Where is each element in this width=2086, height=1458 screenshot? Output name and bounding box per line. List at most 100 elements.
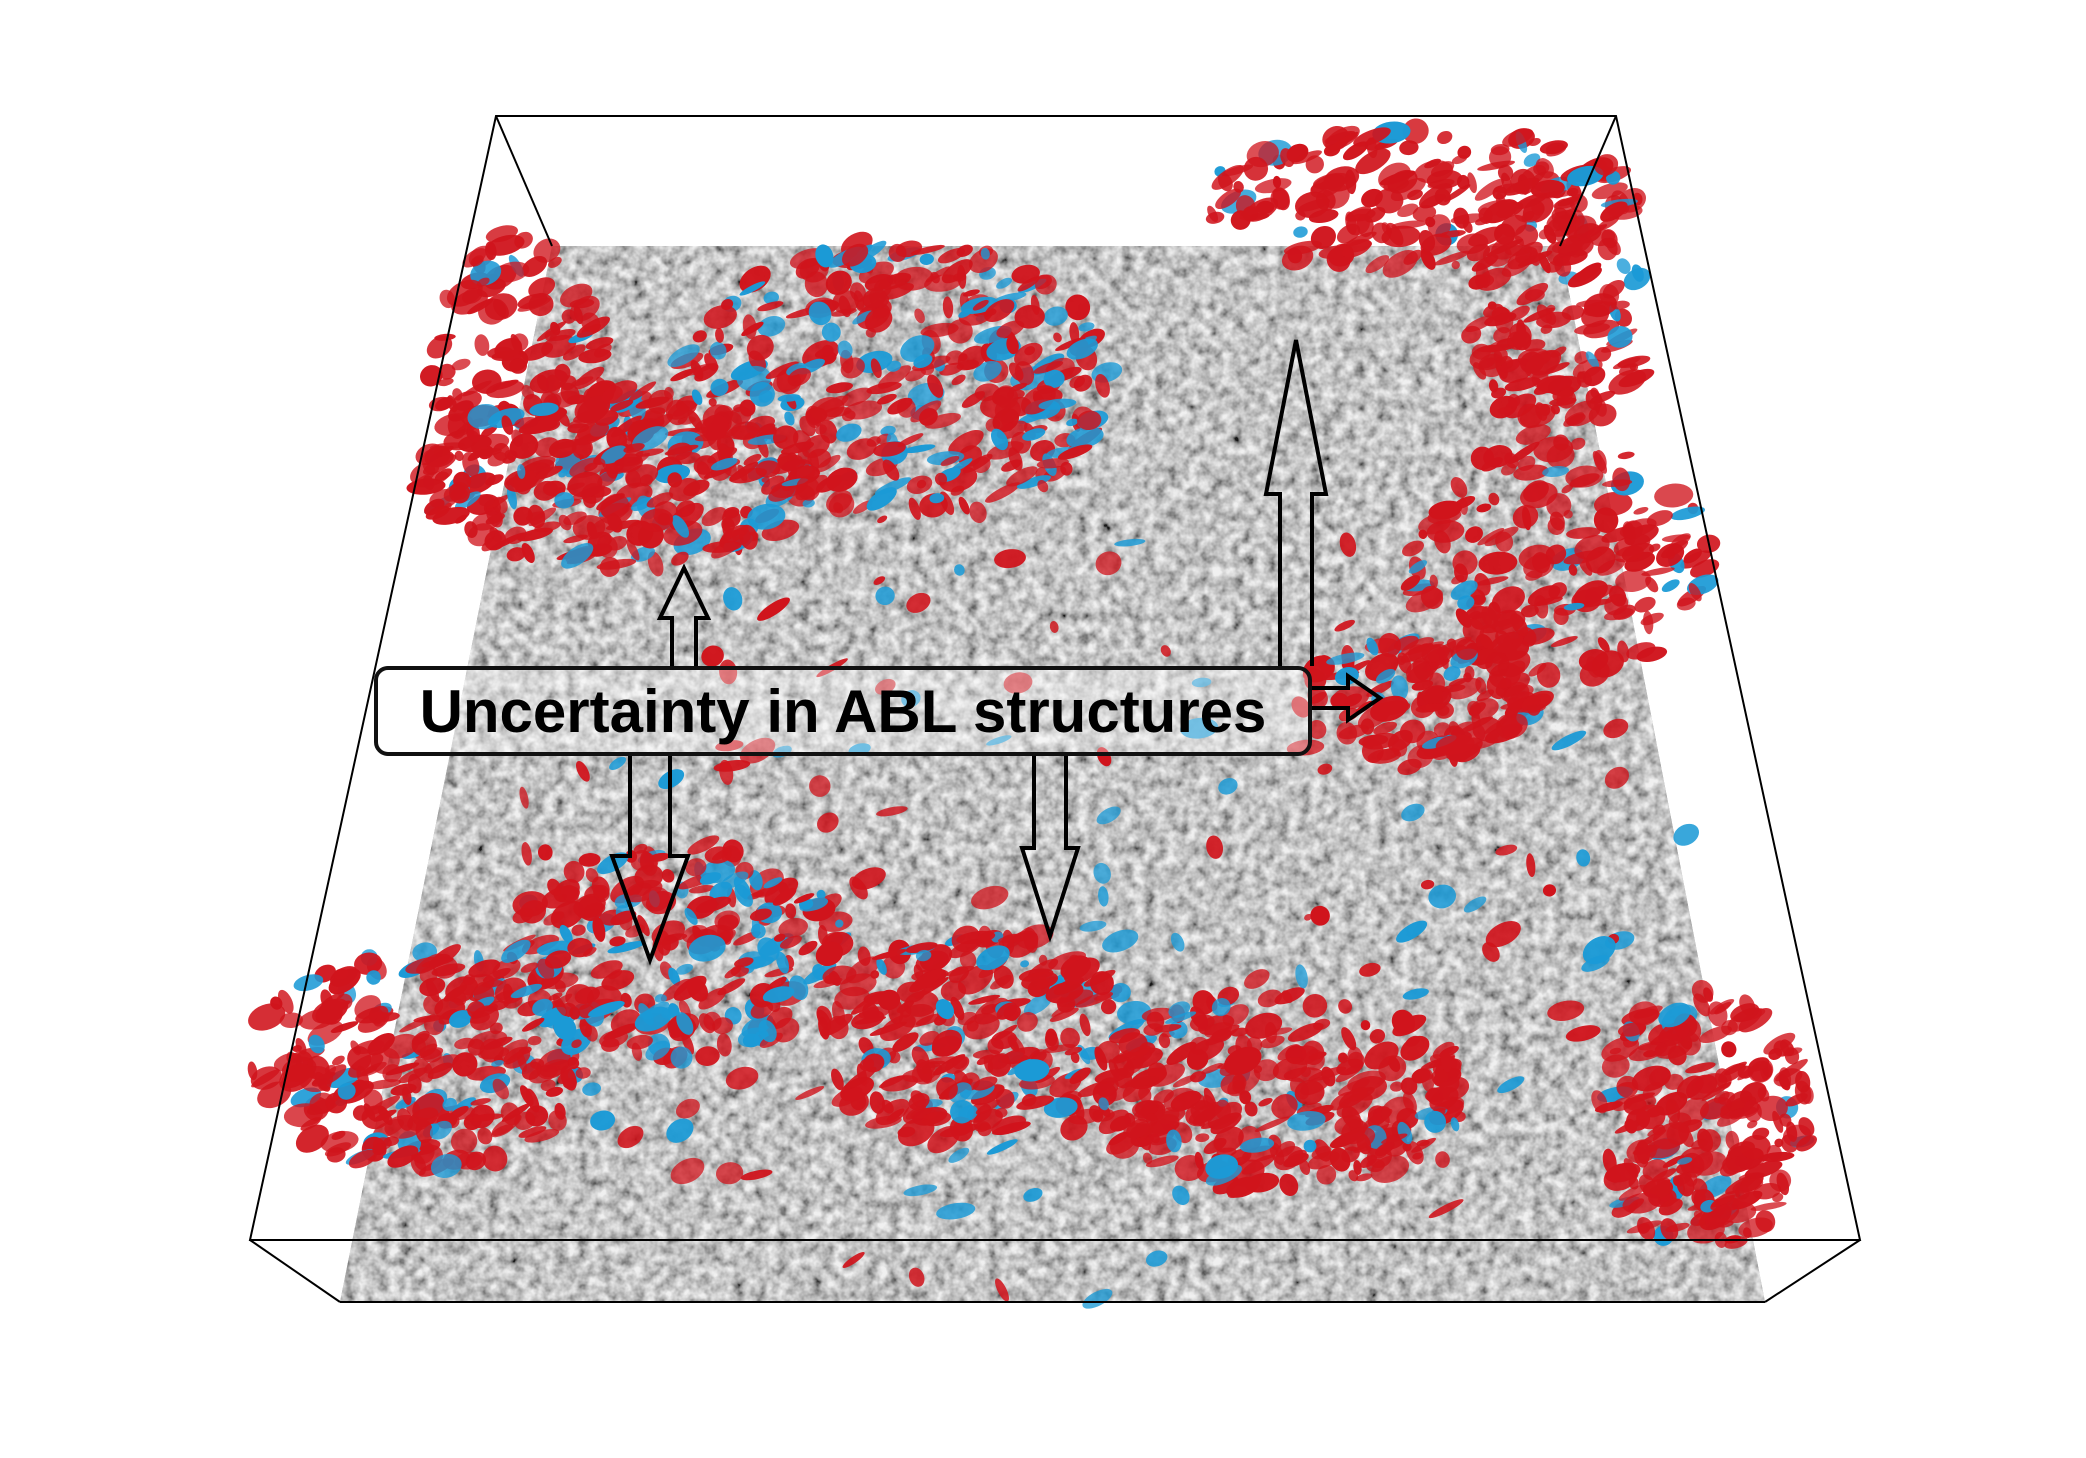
isosurface-blob xyxy=(1272,1057,1308,1081)
isosurface-blob xyxy=(903,1184,938,1197)
isosurface-blob xyxy=(1240,1137,1275,1153)
isosurface-blob xyxy=(824,974,835,984)
isosurface-blob xyxy=(1069,1067,1091,1084)
isosurface-blob xyxy=(1703,987,1714,1002)
isosurface-blob xyxy=(1079,920,1107,932)
isosurface-blob xyxy=(701,414,730,441)
isosurface-blob xyxy=(757,937,780,962)
isosurface-blob xyxy=(803,963,837,985)
isosurface-blob xyxy=(585,337,614,350)
isosurface-blob xyxy=(936,1202,976,1220)
isosurface-blob xyxy=(533,480,559,501)
isosurface-blob xyxy=(1330,692,1349,709)
isosurface-blob xyxy=(743,454,762,466)
isosurface-blob xyxy=(866,381,902,395)
isosurface-blob xyxy=(575,1067,591,1079)
isosurface-blob xyxy=(1624,1118,1638,1134)
isosurface-blob xyxy=(947,319,973,344)
isosurface-blob xyxy=(1095,373,1110,398)
isosurface-blob xyxy=(1428,884,1456,909)
isosurface-blob xyxy=(561,543,594,569)
isosurface-blob xyxy=(897,433,924,448)
isosurface-blob xyxy=(851,867,886,890)
isosurface-blob xyxy=(730,965,749,977)
isosurface-blob xyxy=(1241,1154,1276,1175)
isosurface-blob xyxy=(1370,1155,1410,1183)
isosurface-blob xyxy=(908,1267,925,1287)
isosurface-blob xyxy=(1093,862,1111,884)
isosurface-blob xyxy=(1451,574,1465,585)
isosurface-blob xyxy=(527,1035,542,1046)
isosurface-blob xyxy=(795,1086,825,1100)
isosurface-blob xyxy=(494,338,522,359)
isosurface-blob xyxy=(532,998,553,1017)
isosurface-blob xyxy=(785,903,797,919)
isosurface-blob xyxy=(1381,1096,1414,1124)
isosurface-blob xyxy=(896,398,916,418)
isosurface-blob xyxy=(1676,1173,1695,1197)
arrow-right xyxy=(1312,672,1384,724)
isosurface-blob xyxy=(727,425,759,440)
annotation-label: Uncertainty in ABL structures xyxy=(419,677,1267,745)
isosurface-blob xyxy=(1502,128,1534,147)
isosurface-blob xyxy=(862,287,887,309)
isosurface-blob xyxy=(1381,1133,1408,1144)
isosurface-blob xyxy=(1142,1152,1153,1165)
isosurface-blob xyxy=(1718,1091,1736,1105)
isosurface-blob xyxy=(521,542,535,564)
isosurface-blob xyxy=(1145,1112,1158,1126)
isosurface-blob xyxy=(1738,1217,1773,1238)
isosurface-blob xyxy=(1211,998,1231,1017)
isosurface-blob xyxy=(645,1040,671,1061)
isosurface-blob xyxy=(478,495,495,507)
isosurface-blob xyxy=(1446,638,1457,649)
isosurface-blob xyxy=(1539,190,1576,199)
isosurface-blob xyxy=(1495,844,1518,856)
isosurface-blob xyxy=(793,893,815,904)
isosurface-blob xyxy=(634,1006,672,1032)
isosurface-blob xyxy=(554,492,575,509)
isosurface-blob xyxy=(688,885,715,894)
isosurface-blob xyxy=(1369,1029,1386,1044)
isosurface-blob xyxy=(654,994,667,1003)
isosurface-blob xyxy=(1596,558,1626,576)
isosurface-blob xyxy=(710,378,729,396)
isosurface-blob xyxy=(467,403,501,430)
isosurface-blob xyxy=(1743,1100,1762,1123)
isosurface-blob xyxy=(1504,377,1541,392)
isosurface-blob xyxy=(485,241,497,261)
isosurface-blob xyxy=(1542,884,1557,897)
isosurface-blob xyxy=(888,998,904,1025)
isosurface-blob xyxy=(712,1017,733,1035)
isosurface-blob xyxy=(1150,1133,1160,1144)
isosurface-blob xyxy=(1434,188,1451,206)
isosurface-blob xyxy=(640,508,674,532)
isosurface-blob xyxy=(898,1003,935,1028)
isosurface-blob xyxy=(599,1030,629,1048)
isosurface-blob xyxy=(576,316,611,338)
isosurface-blob xyxy=(1547,1000,1585,1021)
isosurface-blob xyxy=(1636,646,1668,663)
isosurface-blob xyxy=(913,354,933,368)
isosurface-blob xyxy=(1246,213,1270,221)
isosurface-blob xyxy=(892,1032,919,1052)
isosurface-blob xyxy=(584,1024,598,1042)
isosurface-blob xyxy=(600,493,630,520)
isosurface-blob xyxy=(687,409,703,430)
isosurface-blob xyxy=(1796,1135,1817,1152)
isosurface-blob xyxy=(1124,1076,1160,1088)
isosurface-blob xyxy=(1279,1173,1299,1197)
isosurface-blob xyxy=(609,756,627,770)
isosurface-blob xyxy=(1568,564,1578,576)
isosurface-blob xyxy=(1475,677,1487,695)
isosurface-blob xyxy=(504,469,538,493)
isosurface-blob xyxy=(1676,597,1696,611)
isosurface-blob xyxy=(968,994,1001,1005)
isosurface-blob xyxy=(433,445,450,457)
isosurface-blob xyxy=(778,917,808,938)
isosurface-blob xyxy=(1740,1134,1771,1160)
isosurface-blob xyxy=(1509,322,1532,347)
isosurface-blob xyxy=(1520,604,1539,618)
isosurface-blob xyxy=(536,321,567,342)
isosurface-blob xyxy=(1274,987,1305,1005)
